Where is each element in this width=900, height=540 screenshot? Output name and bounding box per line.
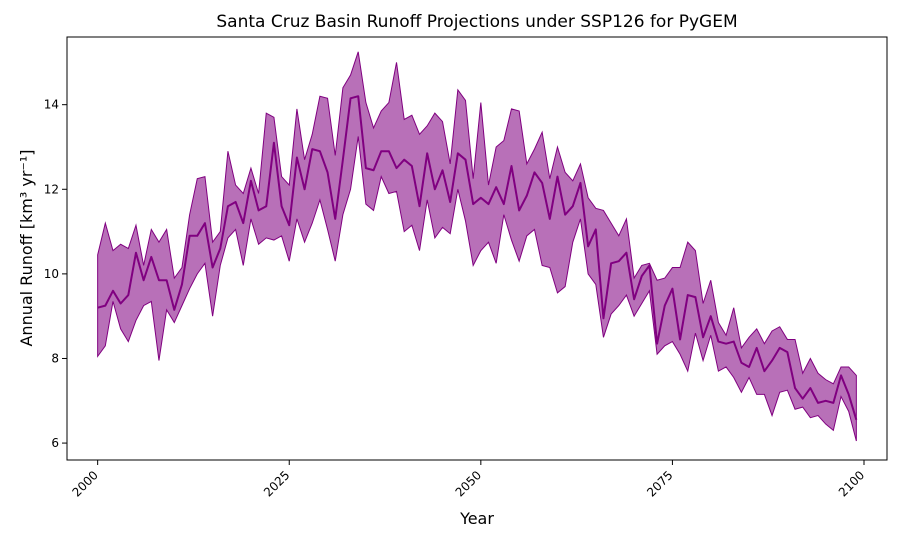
y-tick-label: 12	[44, 182, 59, 196]
uncertainty-band	[97, 51, 857, 442]
y-axis-ticks: 6 8 10 12 14	[44, 98, 67, 450]
y-tick-label: 14	[44, 98, 59, 112]
chart-title: Santa Cruz Basin Runoff Projections unde…	[216, 12, 737, 32]
y-axis-label: Annual Runoff [km³ yr⁻¹]	[17, 149, 36, 346]
band-layer	[97, 51, 857, 442]
line-layer	[97, 95, 858, 421]
mean-runoff-line	[97, 95, 858, 421]
y-tick-label: 10	[44, 267, 59, 281]
plot-frame	[66, 36, 888, 461]
y-tick-label: 8	[51, 351, 59, 365]
x-axis-label: Year	[459, 509, 494, 528]
y-tick-label: 6	[51, 436, 59, 450]
